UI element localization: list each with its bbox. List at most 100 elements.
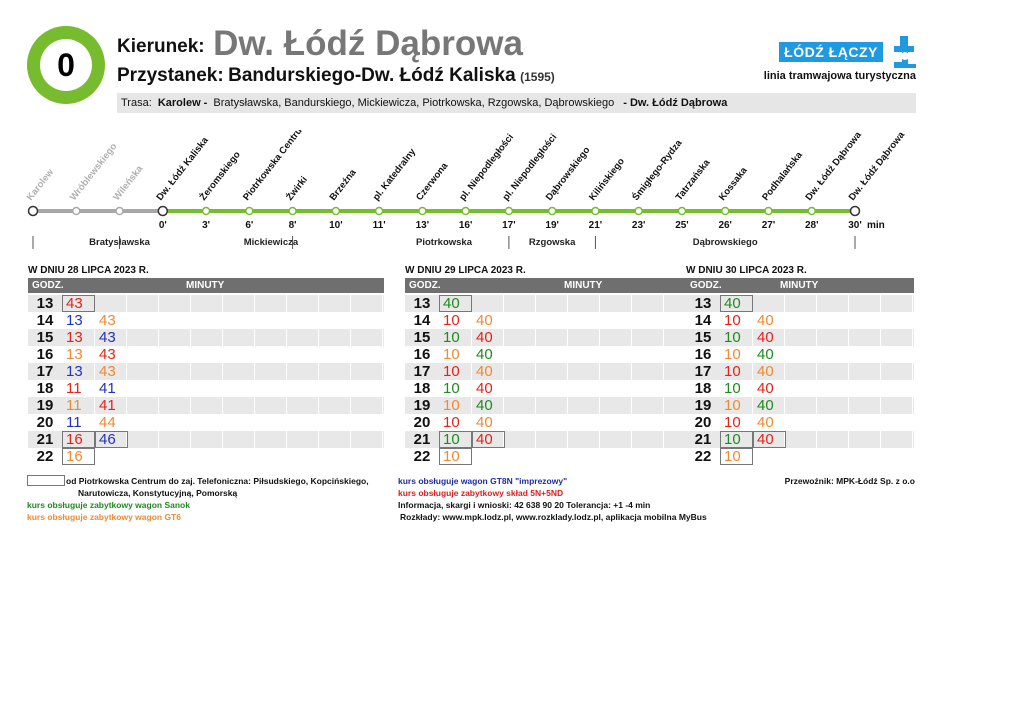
grid-cell <box>439 397 472 414</box>
stop-marker <box>807 206 816 216</box>
stop-marker <box>720 206 730 216</box>
stop-time: 11' <box>373 220 386 231</box>
stop-marker <box>374 206 384 216</box>
grid-cell <box>62 397 95 414</box>
grid-cell <box>535 363 568 380</box>
timetable-row: 13 43 <box>28 295 384 312</box>
row-stripe <box>686 329 914 346</box>
hour-value: 20 <box>694 414 712 431</box>
departure-minute: 10 <box>724 346 741 363</box>
stop-name-label: pl. Katedralny <box>371 146 419 203</box>
hour-value: 15 <box>413 329 431 346</box>
route-label: Trasa: <box>121 97 152 109</box>
grid-cell <box>350 363 383 380</box>
grid-cell <box>471 363 504 380</box>
stop-name-label: Kilińskiego <box>587 156 627 203</box>
departure-minute: 40 <box>476 431 493 448</box>
boxed-departure-frame <box>720 431 753 448</box>
grid-cell <box>535 329 568 346</box>
hour-value: 20 <box>36 414 54 431</box>
boxed-departure-frame <box>720 295 753 312</box>
stop-marker <box>634 206 643 216</box>
grid-cell <box>752 329 785 346</box>
departure-minute: 40 <box>757 363 774 380</box>
grid-cell <box>126 397 159 414</box>
timetable-row: 15 13 43 <box>28 329 384 346</box>
timetable-row: 18 11 41 <box>28 380 384 397</box>
boxed-departure-frame <box>62 448 95 465</box>
grid-cell <box>222 397 255 414</box>
departure-minute: 40 <box>757 312 774 329</box>
departure-minute: 40 <box>476 363 493 380</box>
timetable-row: 21 10 40 <box>686 431 914 448</box>
departure-minute: 46 <box>99 431 116 448</box>
boxed-departure-frame <box>62 431 95 448</box>
grid-cell <box>254 431 287 448</box>
timetable-row: 20 11 44 <box>28 414 384 431</box>
timetable-header: GODZ. MINUTY <box>405 278 763 293</box>
row-stripe <box>405 329 763 346</box>
grid-cell <box>439 363 472 380</box>
hour-value: 13 <box>36 295 54 312</box>
grid-cell <box>158 295 191 312</box>
orange-note: kurs obsługuje zabytkowy wagon GT6 <box>27 512 181 522</box>
grid-cell <box>254 295 287 312</box>
grid-cell <box>631 431 664 448</box>
grid-cell <box>503 397 536 414</box>
stop-time: 6' <box>245 220 253 231</box>
grid-cell <box>816 431 849 448</box>
grid-cell <box>286 397 319 414</box>
departure-minute: 13 <box>66 312 83 329</box>
stop-name-label: Dąbrowskiego <box>544 145 593 203</box>
grid-cell <box>535 431 568 448</box>
departure-minute: 43 <box>99 329 116 346</box>
grid-cell <box>350 295 383 312</box>
stop-time: 23' <box>632 220 646 231</box>
hour-column-header: GODZ. <box>409 280 441 291</box>
grid-cell <box>158 329 191 346</box>
timetable-row: 16 10 40 <box>405 346 763 363</box>
grid-cell <box>599 329 632 346</box>
grid-cell <box>94 329 127 346</box>
route-street: Piotrkowska, <box>422 97 485 109</box>
departure-minute: 44 <box>99 414 116 431</box>
stop-marker <box>331 206 341 216</box>
grid-cell <box>94 363 127 380</box>
street-segment-label: Mickiewicza <box>244 237 299 248</box>
grid-cell <box>503 295 536 312</box>
direction-label: Kierunek: <box>117 36 205 57</box>
min-unit-label: min <box>867 220 885 231</box>
grid-cell <box>222 329 255 346</box>
grid-cell <box>190 295 223 312</box>
grid-cell <box>599 431 632 448</box>
hour-value: 17 <box>694 363 712 380</box>
hour-column-header: GODZ. <box>32 280 64 291</box>
hour-value: 14 <box>694 312 712 329</box>
hour-value: 18 <box>413 380 431 397</box>
carrier-note: Przewoźnik: MPK-Łódź Sp. z o.o <box>784 476 915 486</box>
grid-cell <box>158 431 191 448</box>
stop-time: 10' <box>329 220 343 231</box>
departure-minute: 40 <box>757 431 774 448</box>
route-street: Dąbrowskiego <box>544 97 615 109</box>
stop-time: 30' <box>848 220 862 231</box>
route-street: Mickiewicza, <box>357 97 420 109</box>
departure-minute: 10 <box>724 448 741 465</box>
grid-cell <box>254 363 287 380</box>
departure-minute: 10 <box>724 329 741 346</box>
stop-marker <box>547 206 557 216</box>
departure-minute: 13 <box>66 346 83 363</box>
departure-minute: 10 <box>724 380 741 397</box>
stop-marker <box>288 206 297 216</box>
timetable-row: 20 10 40 <box>405 414 763 431</box>
grid-cell <box>816 397 849 414</box>
grid-cell <box>631 397 664 414</box>
hour-value: 18 <box>694 380 712 397</box>
departure-minute: 10 <box>443 431 460 448</box>
stop-marker <box>764 206 773 216</box>
row-stripe <box>28 329 384 346</box>
row-stripe <box>405 431 763 448</box>
row-stripe <box>28 295 384 312</box>
hour-value: 13 <box>694 295 712 312</box>
stop-name-label: Podhalańska <box>760 149 805 203</box>
